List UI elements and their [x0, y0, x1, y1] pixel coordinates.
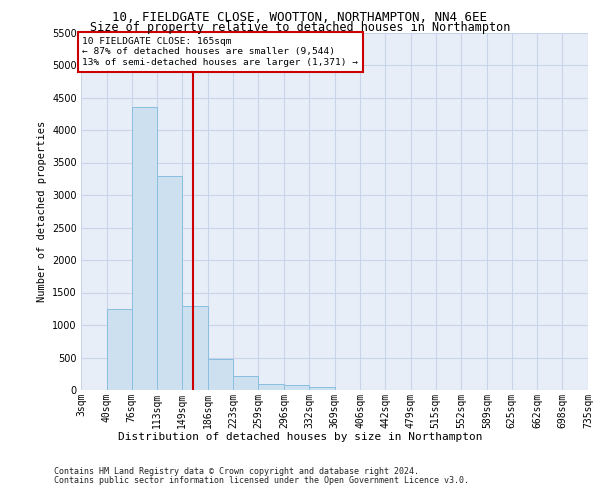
Y-axis label: Number of detached properties: Number of detached properties — [37, 120, 47, 302]
Text: Contains HM Land Registry data © Crown copyright and database right 2024.: Contains HM Land Registry data © Crown c… — [54, 467, 419, 476]
Bar — [157, 176, 182, 390]
Text: 10, FIELDGATE CLOSE, WOOTTON, NORTHAMPTON, NN4 6EE: 10, FIELDGATE CLOSE, WOOTTON, NORTHAMPTO… — [113, 11, 487, 24]
Text: Contains public sector information licensed under the Open Government Licence v3: Contains public sector information licen… — [54, 476, 469, 485]
Text: Size of property relative to detached houses in Northampton: Size of property relative to detached ho… — [90, 21, 510, 34]
Bar — [233, 376, 259, 390]
Bar — [107, 308, 131, 390]
Bar — [259, 384, 284, 390]
Bar — [208, 359, 233, 390]
Bar — [182, 306, 208, 390]
Bar — [284, 386, 309, 390]
Text: Distribution of detached houses by size in Northampton: Distribution of detached houses by size … — [118, 432, 482, 442]
Text: 10 FIELDGATE CLOSE: 165sqm
← 87% of detached houses are smaller (9,544)
13% of s: 10 FIELDGATE CLOSE: 165sqm ← 87% of deta… — [82, 37, 358, 67]
Bar — [309, 387, 335, 390]
Bar — [131, 108, 157, 390]
